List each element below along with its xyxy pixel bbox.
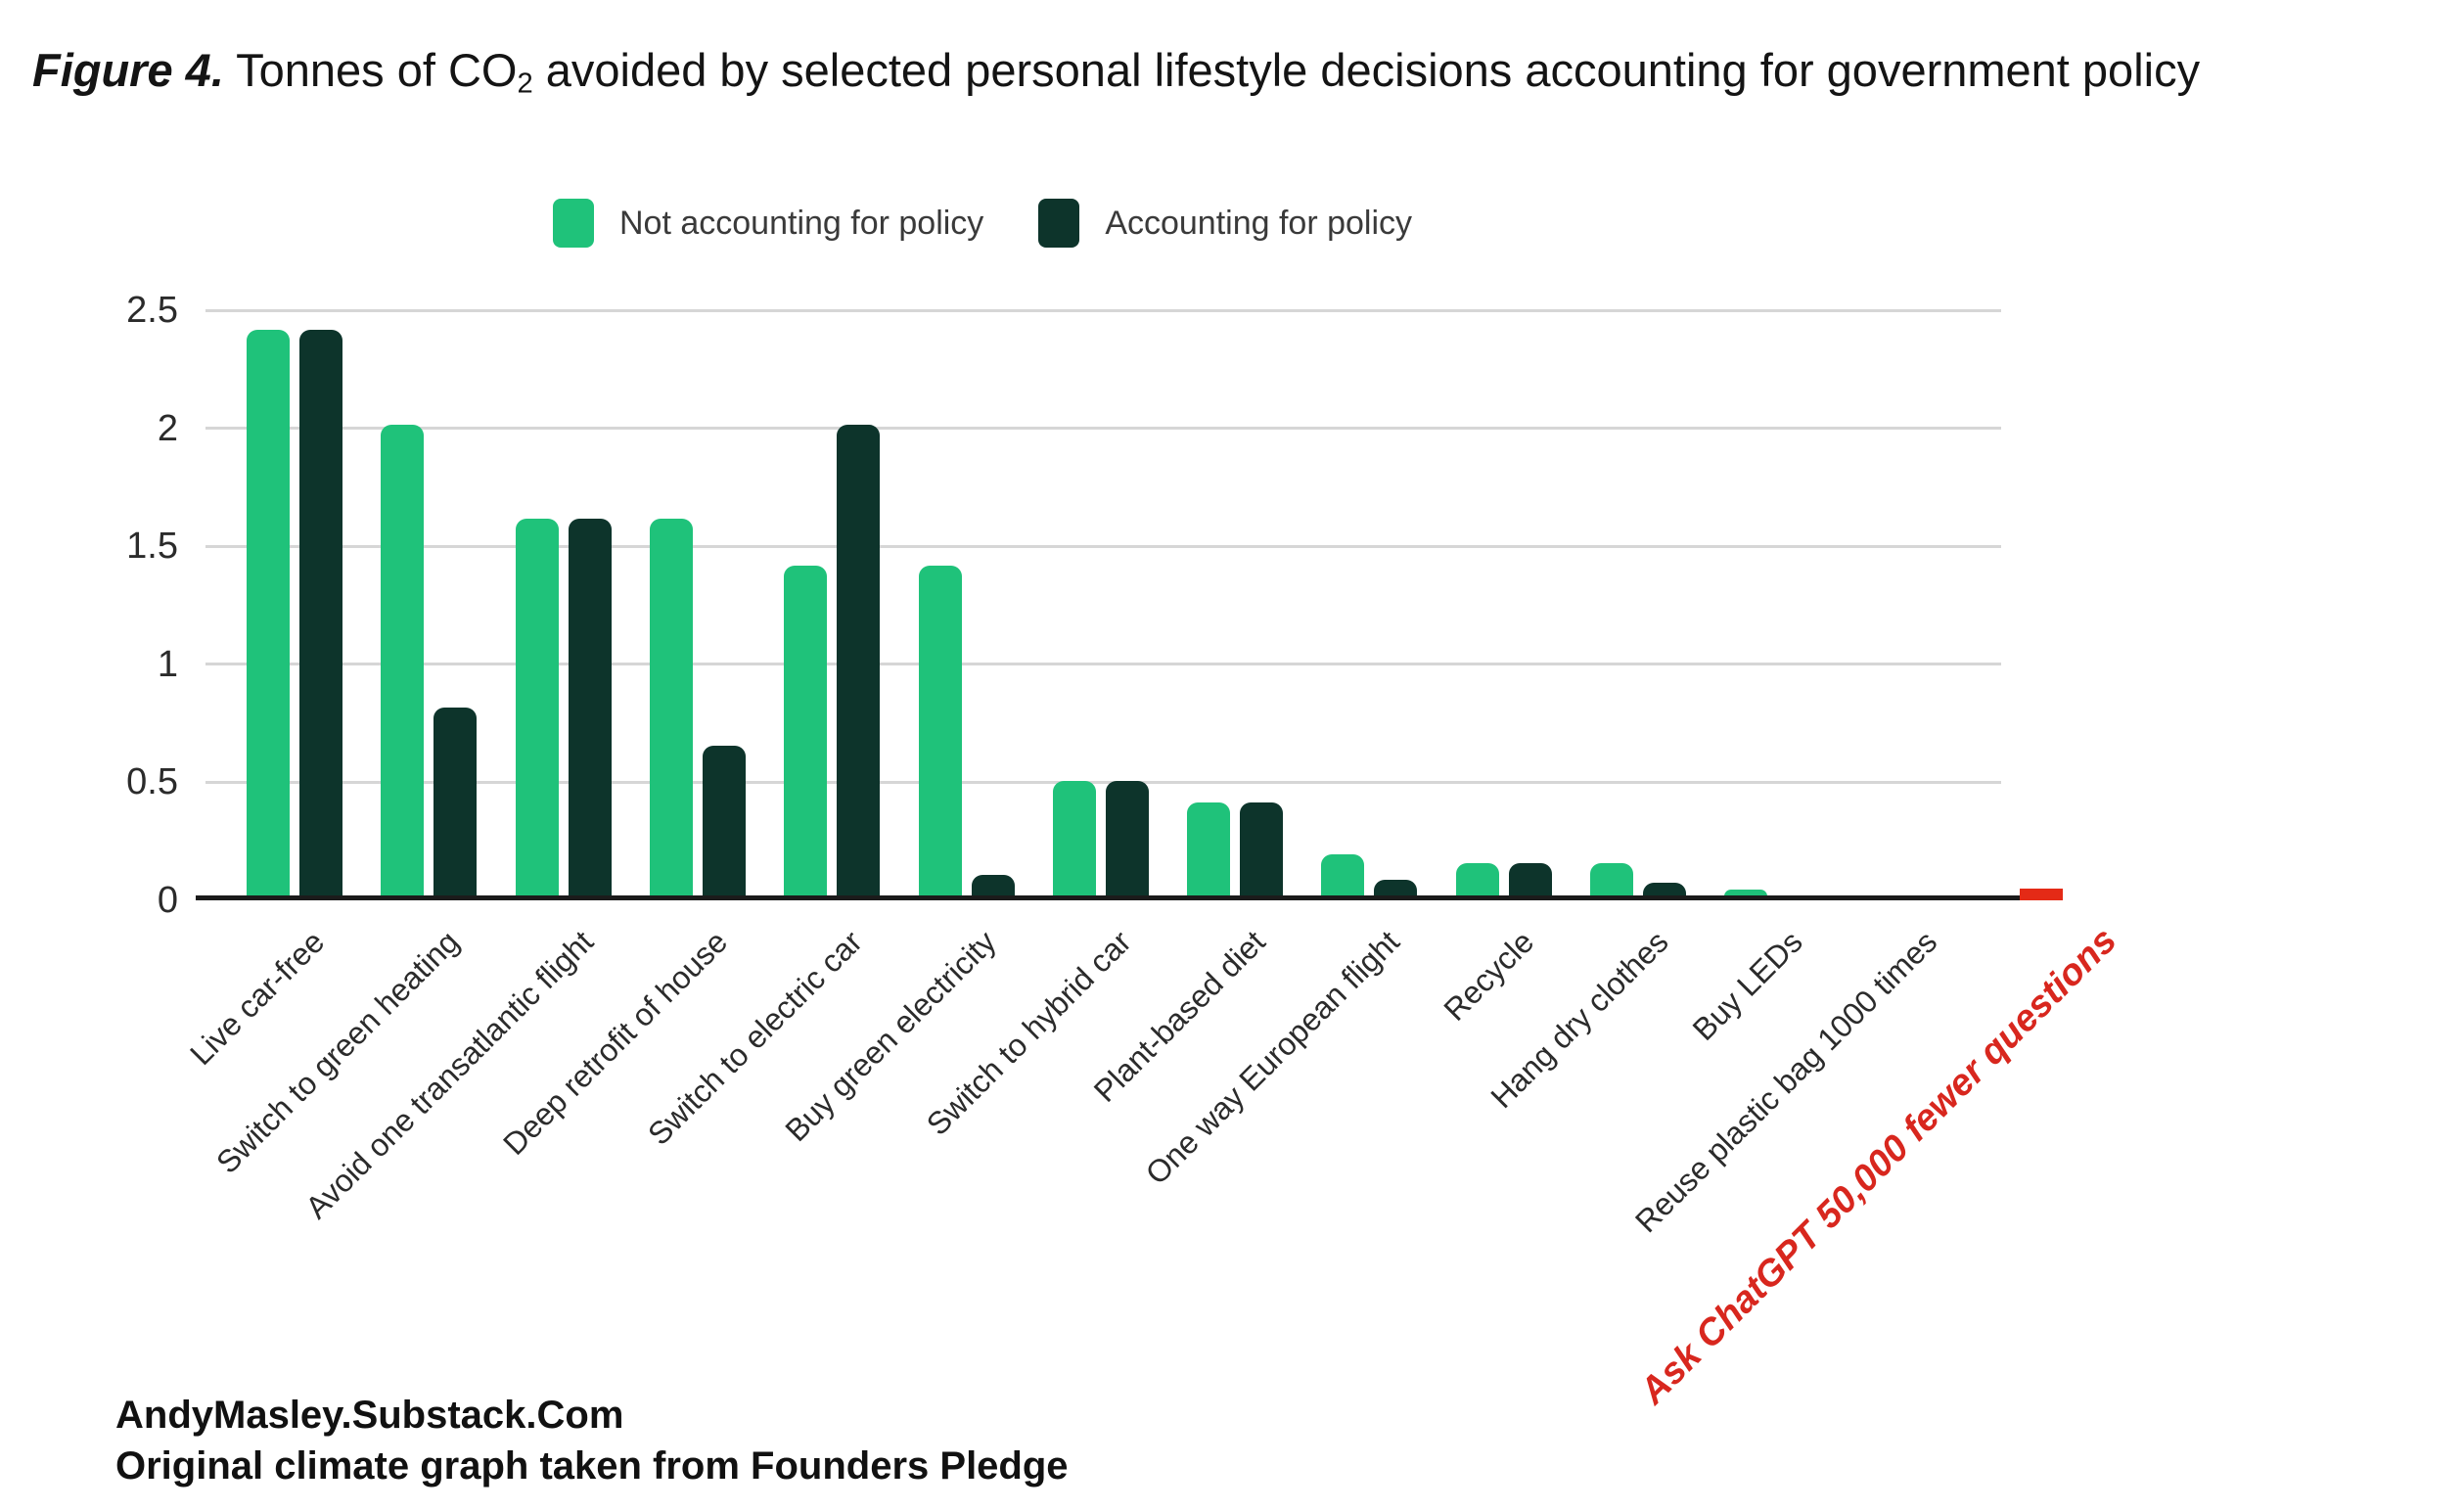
gridline [205, 663, 2001, 666]
bar-not-accounting-for-policy [1724, 889, 1768, 896]
bar-chatgpt-annotation [2019, 888, 2063, 900]
x-axis-category-label: Deep retrofit of house [496, 924, 735, 1163]
chart-legend: Not accounting for policy Accounting for… [553, 199, 1412, 248]
bar-accounting-for-policy [568, 519, 612, 896]
x-axis-category-label: Recycle [1437, 924, 1541, 1028]
x-axis-category-label: Live car-free [183, 924, 332, 1073]
legend-swatch-green-icon [553, 199, 594, 248]
credit-source-line: AndyMasley.Substack.Com [115, 1394, 624, 1437]
title-co2-subscript: 2 [517, 68, 533, 100]
bar-accounting-for-policy [1105, 780, 1149, 896]
gridline [205, 308, 2001, 312]
x-axis-category-label: One way European flight [1138, 924, 1406, 1192]
gridline [205, 427, 2001, 431]
bar-accounting-for-policy [971, 875, 1015, 896]
y-axis-tick-label: 1 [157, 643, 178, 685]
bar-not-accounting-for-policy [1455, 863, 1499, 896]
bar-not-accounting-for-policy [918, 566, 962, 896]
legend-item-accounting: Accounting for policy [1038, 199, 1412, 248]
bar-not-accounting-for-policy [649, 519, 693, 896]
bar-not-accounting-for-policy [1187, 801, 1231, 896]
x-axis-category-label: Avoid one transatlantic flight [298, 924, 601, 1226]
y-axis-tick-label: 1.5 [126, 526, 178, 568]
y-axis-tick-label: 0.5 [126, 761, 178, 803]
bar-accounting-for-policy [837, 424, 881, 896]
bar-accounting-for-policy [433, 708, 478, 896]
x-axis-category-label: Buy LEDs [1685, 924, 1809, 1048]
bar-not-accounting-for-policy [515, 519, 559, 896]
title-text-post: avoided by selected personal lifestyle d… [532, 44, 2201, 96]
credit-attribution-line: Original climate graph taken from Founde… [115, 1444, 1069, 1488]
figure-title: Figure 4. Tonnes of CO2 avoided by selec… [32, 43, 2200, 100]
y-axis-tick-label: 2.5 [126, 290, 178, 331]
bar-accounting-for-policy [1643, 882, 1686, 896]
gridline [205, 780, 2001, 784]
bar-not-accounting-for-policy [247, 330, 290, 896]
figure-number-label: Figure 4. [32, 44, 224, 96]
legend-swatch-dark-green-icon [1038, 199, 1080, 248]
y-axis-tick-label: 2 [157, 407, 178, 449]
bar-not-accounting-for-policy [784, 566, 828, 896]
bar-accounting-for-policy [1374, 880, 1418, 896]
bar-not-accounting-for-policy [381, 424, 425, 896]
bar-not-accounting-for-policy [1321, 853, 1365, 896]
bar-accounting-for-policy [299, 330, 342, 896]
legend-label-not-accounting: Not accounting for policy [619, 204, 984, 242]
title-text-pre: Tonnes of CO [223, 44, 518, 96]
gridline [205, 544, 2001, 548]
bar-not-accounting-for-policy [1052, 780, 1096, 896]
x-axis-category-label: Switch to green heating [208, 924, 466, 1180]
y-axis-tick-label: 0 [157, 880, 178, 921]
bar-not-accounting-for-policy [1590, 863, 1633, 896]
bar-accounting-for-policy [1508, 863, 1552, 896]
bar-accounting-for-policy [1240, 801, 1284, 896]
legend-label-accounting: Accounting for policy [1105, 204, 1413, 242]
legend-item-not-accounting: Not accounting for policy [553, 199, 983, 248]
bar-accounting-for-policy [702, 745, 746, 896]
x-axis-baseline [196, 895, 2055, 900]
